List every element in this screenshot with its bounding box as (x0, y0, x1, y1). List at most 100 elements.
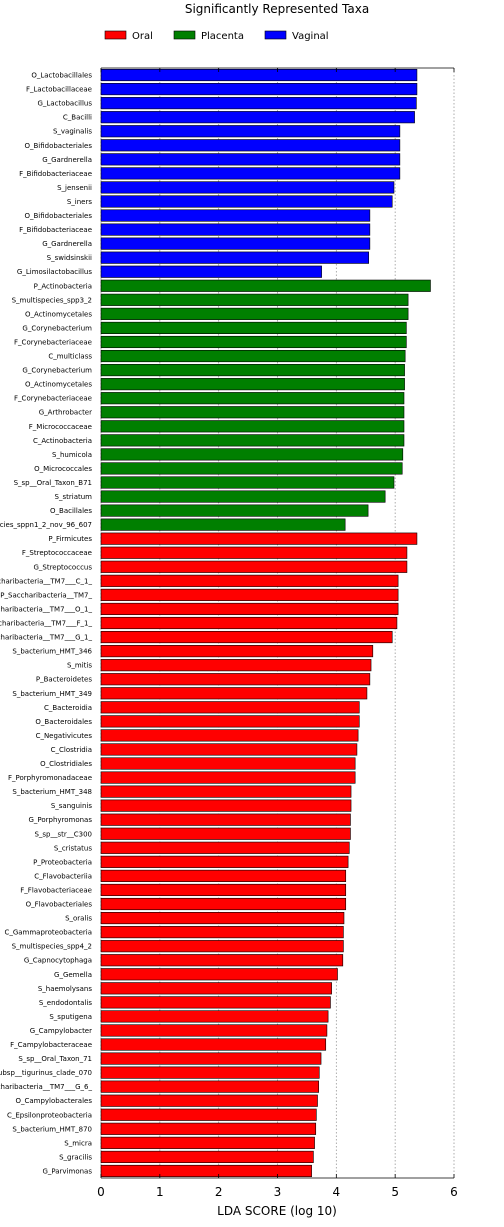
bar (100, 223, 371, 236)
bar-label: F_Flavobacteriaceae (20, 886, 92, 894)
tick-label: 2 (215, 1185, 223, 1199)
bar-label: S_bacterium_HMT_870 (12, 1125, 92, 1133)
legend-swatch (173, 30, 196, 40)
bar (100, 785, 352, 798)
tick-label: 4 (333, 1185, 341, 1199)
bar-label: S_bacterium_HMT_346 (12, 648, 92, 656)
bar (100, 307, 409, 320)
tick-label: 5 (391, 1185, 399, 1199)
tick-label: 1 (156, 1185, 164, 1199)
bar-label: C_Clostridia (51, 746, 92, 754)
bar (100, 1108, 317, 1121)
bar (100, 771, 356, 784)
bar (100, 1122, 317, 1135)
bar (100, 602, 399, 616)
bar-label: S_vaginalis (53, 128, 92, 136)
bar-label: P_Firmicutes (48, 535, 92, 543)
bar (100, 546, 408, 559)
bar (100, 139, 401, 152)
bar (100, 897, 347, 911)
bar (100, 321, 407, 334)
bar (100, 195, 393, 208)
bar (100, 434, 405, 447)
bar (100, 954, 344, 967)
bar-label: S_iners (67, 198, 93, 206)
legend-swatch (264, 30, 287, 40)
bar (100, 1136, 315, 1149)
bar-label: P_Bacteroidetes (36, 676, 92, 684)
bar-label: C_Bacteroidia (44, 704, 92, 712)
bar-label: S_subsp__tigurinus_clade_070 (0, 1069, 92, 1077)
bar-label: S_sp__Oral_Taxon_71 (18, 1055, 92, 1063)
bar (100, 855, 349, 868)
bar (100, 83, 418, 96)
bar (100, 757, 356, 770)
bar-label: S_striatum (55, 493, 93, 501)
bar (100, 378, 405, 391)
bar-label: G_Arthrobacter (39, 409, 92, 417)
bar (100, 912, 345, 925)
bar-label: O_Flavobacteriales (26, 901, 93, 909)
bar-label: O_Clostridiales (40, 760, 92, 768)
bar (100, 490, 386, 503)
bar (100, 448, 404, 461)
bar-labels: O_Lactobacillales F_Lactobacillaceae G_Lac… (0, 72, 93, 1176)
bar-label: C_Flavobacteriia (34, 872, 92, 880)
bar-label: G_Parvimonas (42, 1167, 92, 1175)
bar-label: S_sanguinis (51, 802, 93, 810)
bar-label: G_Porphyromonas (28, 816, 92, 824)
bar-label: O_Lactobacillales (31, 72, 92, 80)
bar (100, 532, 418, 545)
bar (100, 111, 415, 124)
bar-label: F_Bifidobacteriaceae (19, 226, 92, 234)
bar-label: G_Capnocytophaga (24, 957, 92, 965)
bar-label: S_micra (64, 1139, 92, 1147)
bar-label: O_Bacteroidales (35, 718, 92, 726)
bar-label: G_Corynebacterium (22, 324, 92, 332)
bar-label: S_bacterium_HMT_349 (12, 690, 92, 698)
bar (100, 335, 407, 349)
bar-label: S_sp__str__C300 (34, 830, 92, 838)
bar (100, 940, 344, 953)
bar (100, 1164, 312, 1178)
bar (100, 560, 408, 573)
x-axis-label: LDA SCORE (log 10) (217, 1204, 337, 1218)
bar (100, 715, 360, 728)
bar-label: C_Bacilli (63, 114, 92, 122)
bar (100, 265, 322, 278)
bar (100, 1080, 319, 1093)
bar-label: C_Epsilonproteobacteria (7, 1111, 92, 1119)
bar-label: O_Micrococcales (34, 465, 92, 473)
bar-label: O_Bacillales (50, 507, 92, 515)
bar (100, 1010, 329, 1023)
bar (100, 574, 399, 587)
legend-label: Vaginal (292, 31, 329, 42)
bar-label: O_Actinomycetales (25, 381, 92, 389)
bar (100, 209, 371, 222)
bar (100, 827, 351, 840)
bar-label: F_Saccharibacteria__TM7___F_1_ (0, 620, 92, 628)
bar-label: S_swidsinskii (47, 254, 92, 262)
bar-label: S_jensenii (57, 184, 92, 192)
bar-label: P_Proteobacteria (33, 858, 92, 866)
bar (100, 813, 351, 826)
bar-label: C_Gammaproteobacteria (4, 929, 92, 937)
bar (100, 687, 368, 700)
tick-label: 3 (274, 1185, 282, 1199)
bar-label: F_Porphyromonadaceae (8, 774, 92, 782)
bar (100, 630, 393, 644)
bar (100, 97, 417, 110)
bar (100, 1038, 327, 1051)
bar-label: G_Lactobacillus (38, 100, 93, 108)
bar-label: G_Corynebacterium (22, 367, 92, 375)
bar (100, 349, 406, 363)
legend-item-vaginal: Vaginal (264, 30, 329, 42)
bar (100, 364, 405, 377)
bar (100, 1024, 328, 1037)
legend-item-placenta: Placenta (173, 30, 244, 42)
bar-label: F_Micrococcaceae (29, 423, 92, 431)
bar-label: S_humicola (52, 451, 92, 459)
bar (100, 181, 395, 194)
bar-label: F_Streptococcaceae (22, 549, 92, 557)
